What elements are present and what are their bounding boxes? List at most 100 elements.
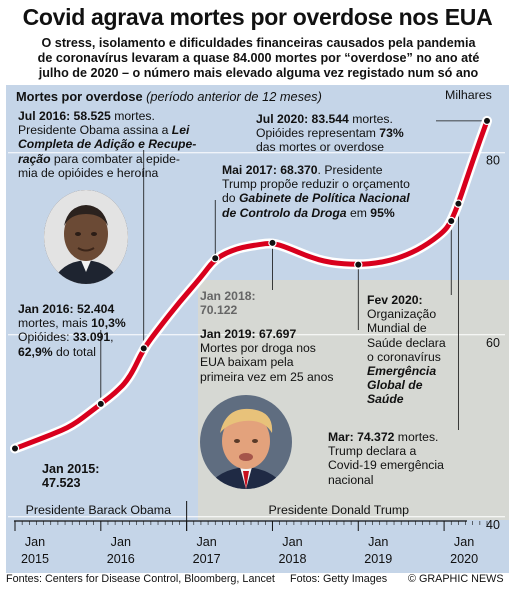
- ann-text: mortes.: [394, 430, 439, 444]
- data-point-marker: [211, 254, 220, 263]
- ann-text: do total: [52, 344, 96, 359]
- ann-emphasis: 33.091: [72, 330, 111, 345]
- presidency-label: Presidente Barack Obama: [26, 503, 171, 517]
- trump-photo: [200, 395, 292, 489]
- x-tick-label: Jan: [111, 535, 131, 549]
- ann-emphasis: de Controlo da Droga: [222, 205, 347, 220]
- ann-text: mortes.: [348, 112, 393, 126]
- y-tick-label: 80: [486, 154, 500, 168]
- data-point-marker: [10, 444, 20, 453]
- annotation-jul-2020: Jul 2020: 83.544 mortes. Opióides repres…: [256, 112, 436, 155]
- ann-text: . Presidente: [317, 163, 383, 177]
- ann-head: Jul 2020: 83.544: [256, 112, 349, 126]
- x-tick-label: 2016: [107, 552, 135, 566]
- ann-emphasis: Global de: [367, 378, 423, 393]
- ann-text: o coronavírus: [367, 349, 441, 364]
- ann-head: Jan 2016: 52.404: [18, 302, 115, 316]
- data-point-marker: [96, 399, 106, 409]
- ann-emphasis: 73%: [379, 126, 404, 141]
- ann-text: do: [222, 191, 239, 206]
- x-tick-label: 2019: [364, 552, 392, 566]
- ann-text: EUA baixam pela: [200, 355, 294, 370]
- ann-text: Mortes por droga nos: [200, 341, 316, 356]
- x-tick-label: 2017: [193, 552, 221, 566]
- x-tick-label: Jan: [25, 535, 45, 549]
- ann-text: Trump propõe reduzir o orçamento: [222, 177, 410, 192]
- ann-emphasis: Saúde: [367, 392, 404, 407]
- x-tick-label: 2015: [21, 552, 49, 566]
- annotation-mar-2020: Mar: 74.372 mortes. Trump declara a Covi…: [328, 430, 478, 487]
- x-tick-label: 2018: [278, 552, 306, 566]
- chart-heading: Mortes por overdose (período anterior de…: [16, 89, 322, 104]
- ann-head: Mar: 74.372: [328, 430, 395, 444]
- ann-text: mortes.: [110, 109, 155, 123]
- page-title: Covid agrava mortes por overdose nos EUA: [22, 4, 493, 30]
- ann-emphasis: ração: [18, 151, 51, 166]
- ann-text: ,: [110, 330, 114, 345]
- subtitle-line: julho de 2020 – o número mais elevado al…: [38, 66, 479, 80]
- data-point-marker: [454, 199, 463, 208]
- subtitle-line: O stress, isolamento e dificuldades fina…: [41, 36, 476, 50]
- annotation-jan-2015: Jan 2015: 47.523: [42, 462, 99, 490]
- presidency-label: Presidente Donald Trump: [269, 503, 410, 517]
- data-point-marker: [447, 216, 456, 226]
- data-point-marker: [268, 238, 277, 248]
- x-tick-label: Jan: [454, 535, 474, 549]
- ann-emphasis: Emergência: [367, 364, 437, 379]
- ann-text: para combater a epide-: [50, 151, 180, 166]
- y-tick-label: 40: [486, 518, 500, 532]
- footer-photos: Fotos: Getty Images: [290, 573, 388, 585]
- chart-title-note: (período anterior de 12 meses): [146, 89, 322, 104]
- ann-emphasis: 47.523: [42, 476, 81, 491]
- subtitle: O stress, isolamento e dificuldades fina…: [6, 36, 511, 81]
- ann-text: em: [346, 205, 371, 220]
- ann-text: Covid-19 emergência: [328, 458, 444, 473]
- x-tick-label: Jan: [368, 535, 388, 549]
- ann-text: primeira vez em 25 anos: [200, 369, 334, 384]
- subtitle-line: de coronavírus levaram a quase 84.000 mo…: [37, 51, 480, 65]
- annotation-fev-2020: Fev 2020: Organização Mundial de Saúde d…: [367, 293, 457, 407]
- ann-head: Jan 2019: 67.697: [200, 327, 297, 341]
- ann-head: Fev 2020:: [367, 293, 423, 307]
- ann-text: nacional: [328, 472, 374, 487]
- annotation-jan-2018: Jan 2018: 70.122: [200, 289, 256, 317]
- data-point-marker: [482, 116, 492, 126]
- ann-text: das mortes or overdose: [256, 140, 385, 155]
- ann-emphasis: Lei: [171, 123, 190, 138]
- ann-text: Presidente Obama assina a: [18, 123, 172, 138]
- annotation-jan-2019: Jan 2019: 67.697 Mortes por droga nos EU…: [200, 327, 360, 384]
- ann-emphasis: Gabinete de Política Nacional: [238, 191, 410, 206]
- ann-head: Jan 2015:: [42, 462, 100, 476]
- chart-title: Mortes por overdose: [16, 89, 143, 104]
- annotation-jul-2016: Jul 2016: 58.525 mortes. Presidente Obam…: [18, 109, 223, 180]
- y-tick-label: 60: [486, 336, 500, 350]
- obama-photo: [44, 190, 128, 284]
- ann-emphasis: 70.122: [200, 303, 238, 318]
- data-point-marker: [354, 260, 363, 269]
- ann-head: Jul 2016: 58.525: [18, 109, 111, 123]
- ann-text: Mundial de: [367, 321, 427, 336]
- ann-head: Mai 2017: 68.370: [222, 163, 318, 177]
- ann-text: Opióides:: [18, 330, 73, 345]
- x-tick-label: Jan: [196, 535, 216, 549]
- ann-emphasis: 95%: [370, 205, 395, 220]
- ann-text: mortes, mais: [18, 316, 92, 331]
- unit-label: Milhares: [445, 88, 492, 102]
- ann-text: Saúde declara: [367, 335, 446, 350]
- annotation-jan-2016: Jan 2016: 52.404 mortes, mais 10,3% Opió…: [18, 302, 148, 359]
- ann-head: Jan 2018:: [200, 289, 256, 303]
- ann-text: mia de opióides e heroína: [18, 165, 159, 180]
- ann-emphasis: 62,9%: [18, 344, 53, 359]
- data-point-marker: [139, 344, 148, 353]
- ann-text: Opióides representam: [256, 126, 380, 141]
- footer-credit: © GRAPHIC NEWS: [408, 573, 504, 585]
- ann-emphasis: 10,3%: [91, 316, 126, 331]
- x-tick-label: 2020: [450, 552, 478, 566]
- footer-sources: Fontes: Centers for Disease Control, Blo…: [6, 573, 275, 585]
- annotation-mai-2017: Mai 2017: 68.370. Presidente Trump propõ…: [222, 163, 452, 220]
- ann-text: Organização: [367, 307, 437, 322]
- ann-emphasis: Completa de Adição e Recupe-: [18, 137, 197, 152]
- series-line: [12, 118, 490, 451]
